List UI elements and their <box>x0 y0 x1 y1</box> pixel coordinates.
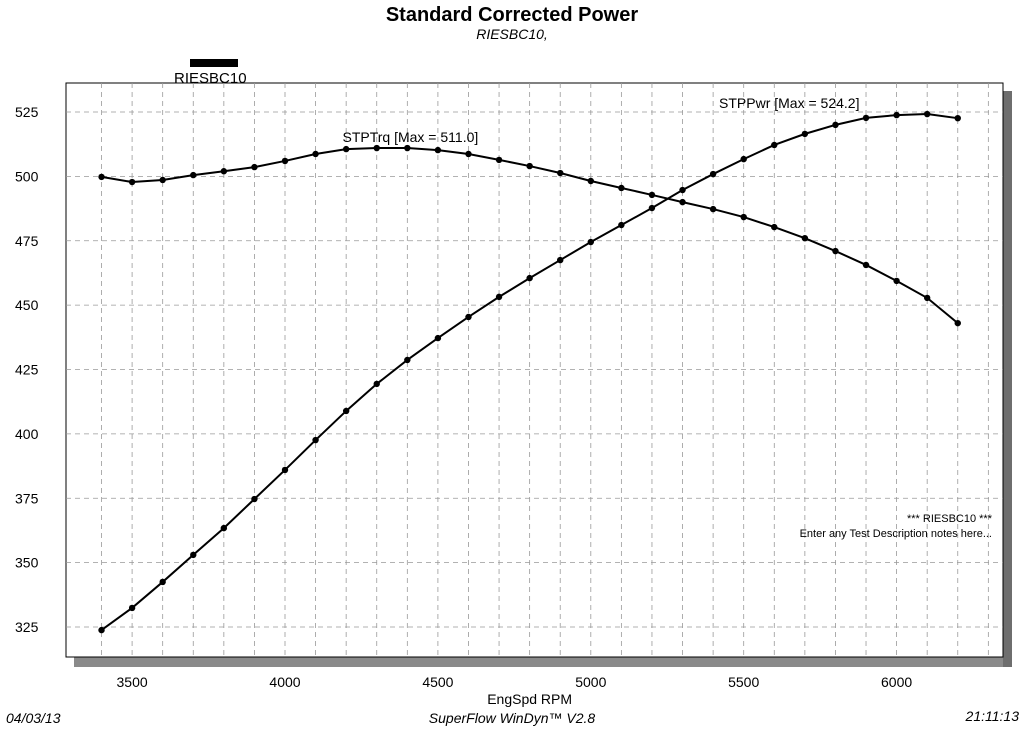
data-point-stptrq <box>159 176 166 184</box>
x-axis-label: EngSpd RPM <box>487 691 572 707</box>
footer-app-name: SuperFlow WinDyn™ V2.8 <box>428 710 596 726</box>
data-point-stppwr <box>251 495 258 503</box>
data-point-stppwr <box>190 551 197 559</box>
data-point-stptrq <box>251 163 258 171</box>
data-point-stptrq <box>618 184 625 192</box>
data-point-stptrq <box>740 213 747 221</box>
frame-shadow-right <box>1003 91 1012 667</box>
y-tick-label: 450 <box>15 297 39 313</box>
chart-title: Standard Corrected Power <box>385 4 639 26</box>
data-point-stptrq <box>557 169 564 177</box>
data-point-stptrq <box>923 294 931 302</box>
data-point-stptrq <box>679 198 686 206</box>
chart-subtitle: RIESBC10, <box>476 26 548 42</box>
data-point-stptrq <box>434 146 442 154</box>
data-point-stppwr <box>557 256 564 264</box>
data-point-stppwr <box>709 170 717 178</box>
y-tick-label: 375 <box>15 490 39 506</box>
data-point-stppwr <box>771 141 778 149</box>
data-point-stppwr <box>648 204 656 212</box>
data-point-stppwr <box>128 604 136 612</box>
test-notes: *** RIESBC10 *** Enter any Test Descript… <box>800 512 992 542</box>
data-point-stptrq <box>495 156 503 164</box>
data-point-stptrq <box>128 178 136 186</box>
data-point-stppwr <box>801 130 809 138</box>
x-tick-label: 4500 <box>422 674 453 690</box>
data-point-stppwr <box>465 313 472 321</box>
data-point-stptrq <box>801 234 809 242</box>
data-point-stptrq <box>954 319 961 327</box>
plot-frame <box>65 82 1004 658</box>
y-tick-label: 525 <box>15 104 39 120</box>
data-point-stptrq <box>709 205 717 213</box>
data-point-stptrq <box>587 177 594 185</box>
data-point-stptrq <box>465 150 472 158</box>
footer-time: 21:11:13 <box>965 708 1019 724</box>
data-point-stppwr <box>98 626 105 634</box>
data-point-stptrq <box>312 150 319 158</box>
data-point-stppwr <box>862 114 870 122</box>
data-point-stptrq <box>404 144 411 152</box>
legend-swatch <box>190 59 238 67</box>
x-tick-label: 5500 <box>728 674 759 690</box>
frame-shadow-bottom <box>74 657 1012 667</box>
data-point-stptrq <box>832 247 839 255</box>
data-point-stppwr <box>220 524 228 532</box>
y-tick-label: 500 <box>15 168 39 184</box>
data-point-stppwr <box>434 334 442 342</box>
x-tick-label: 6000 <box>881 674 912 690</box>
data-point-stppwr <box>832 121 839 129</box>
x-tick-label: 3500 <box>117 674 148 690</box>
data-point-stptrq <box>373 144 380 152</box>
data-point-stptrq <box>771 223 778 231</box>
data-point-stptrq <box>862 261 870 269</box>
series-annotation-stptrq: STPTrq [Max = 511.0] <box>342 129 478 145</box>
y-tick-label: 475 <box>15 233 39 249</box>
data-point-stptrq <box>342 145 350 153</box>
data-point-stptrq <box>98 173 105 181</box>
footer-date: 04/03/13 <box>6 710 61 726</box>
data-point-stppwr <box>312 436 319 444</box>
data-point-stppwr <box>281 466 289 474</box>
y-tick-label: 425 <box>15 362 39 378</box>
x-tick-label: 5000 <box>575 674 606 690</box>
data-point-stppwr <box>587 238 594 246</box>
data-point-stptrq <box>526 162 533 170</box>
data-point-stppwr <box>740 155 747 163</box>
data-point-stptrq <box>893 277 900 285</box>
data-point-stppwr <box>954 114 961 122</box>
data-point-stptrq <box>220 168 228 175</box>
data-point-stptrq <box>648 191 656 199</box>
data-point-stppwr <box>893 111 900 119</box>
data-point-stppwr <box>159 578 166 586</box>
data-point-stppwr <box>495 293 503 301</box>
data-point-stppwr <box>404 356 411 364</box>
y-tick-label: 350 <box>15 555 39 571</box>
series-annotation-stppwr: STPPwr [Max = 524.2] <box>719 95 859 111</box>
notes-line-1: *** RIESBC10 *** <box>907 513 992 525</box>
data-point-stppwr <box>923 110 931 118</box>
data-point-stppwr <box>526 274 533 282</box>
data-point-stptrq <box>281 157 289 165</box>
data-point-stppwr <box>679 186 686 194</box>
y-tick-label: 325 <box>15 619 39 635</box>
y-tick-label: 400 <box>15 426 39 442</box>
x-tick-label: 4000 <box>269 674 300 690</box>
data-point-stppwr <box>342 407 350 415</box>
data-point-stptrq <box>190 171 197 179</box>
notes-line-2: Enter any Test Description notes here... <box>799 528 992 540</box>
data-point-stppwr <box>618 221 625 229</box>
data-point-stppwr <box>373 380 380 388</box>
